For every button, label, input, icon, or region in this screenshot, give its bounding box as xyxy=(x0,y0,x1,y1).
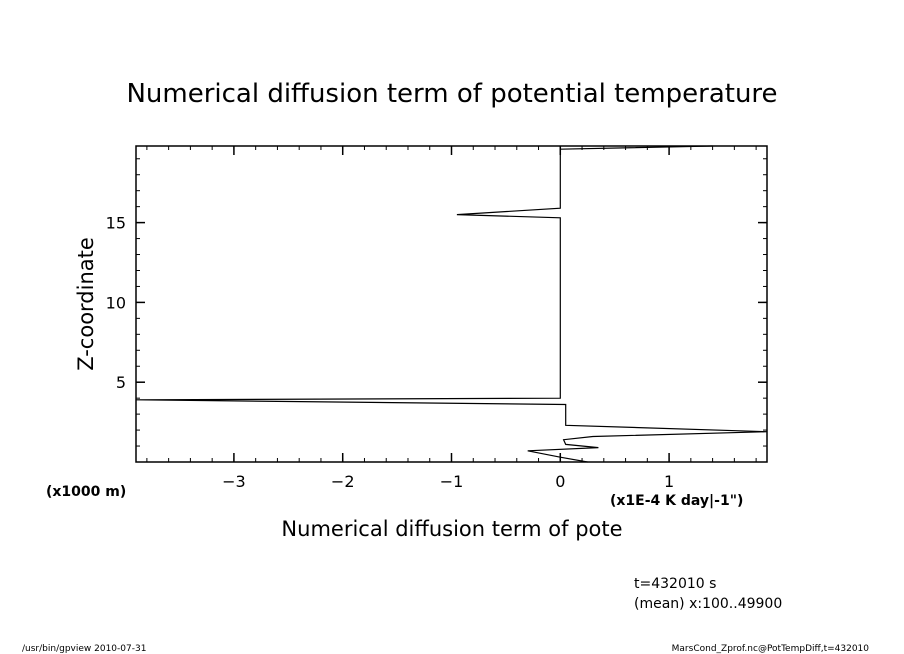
chart-title: Numerical diffusion term of potential te… xyxy=(126,79,777,109)
x-tick-label: −2 xyxy=(331,472,355,491)
y-tick-labels: 5 10 15 xyxy=(106,214,126,393)
mean-annotation: (mean) x:100..49900 xyxy=(634,596,782,612)
x-tick-label: 1 xyxy=(664,472,674,491)
x-axis-label: Numerical diffusion term of pote xyxy=(281,517,622,541)
x-axis-units: (x1E-4 K day|-1") xyxy=(610,493,743,509)
y-tick-label: 15 xyxy=(106,214,126,233)
y-tick-label: 10 xyxy=(106,293,126,312)
y-axis-label: Z-coordinate xyxy=(74,237,98,371)
y-axis-units: (x1000 m) xyxy=(46,484,126,500)
plot-border xyxy=(135,145,768,463)
series-line-1 xyxy=(135,145,768,463)
y-tick-label: 5 xyxy=(116,373,126,392)
x-tick-labels: −3 −2 −1 0 1 xyxy=(222,472,674,491)
axis-ticks xyxy=(136,146,767,463)
footer-left: /usr/bin/gpview 2010-07-31 xyxy=(22,644,146,654)
data-series xyxy=(135,145,768,463)
x-tick-label: 0 xyxy=(555,472,565,491)
x-tick-label: −3 xyxy=(222,472,246,491)
plot-frame xyxy=(135,145,768,463)
time-annotation: t=432010 s xyxy=(634,576,716,592)
footer-right: MarsCond_Zprof.nc@PotTempDiff,t=432010 xyxy=(672,644,870,654)
x-tick-label: −1 xyxy=(440,472,464,491)
